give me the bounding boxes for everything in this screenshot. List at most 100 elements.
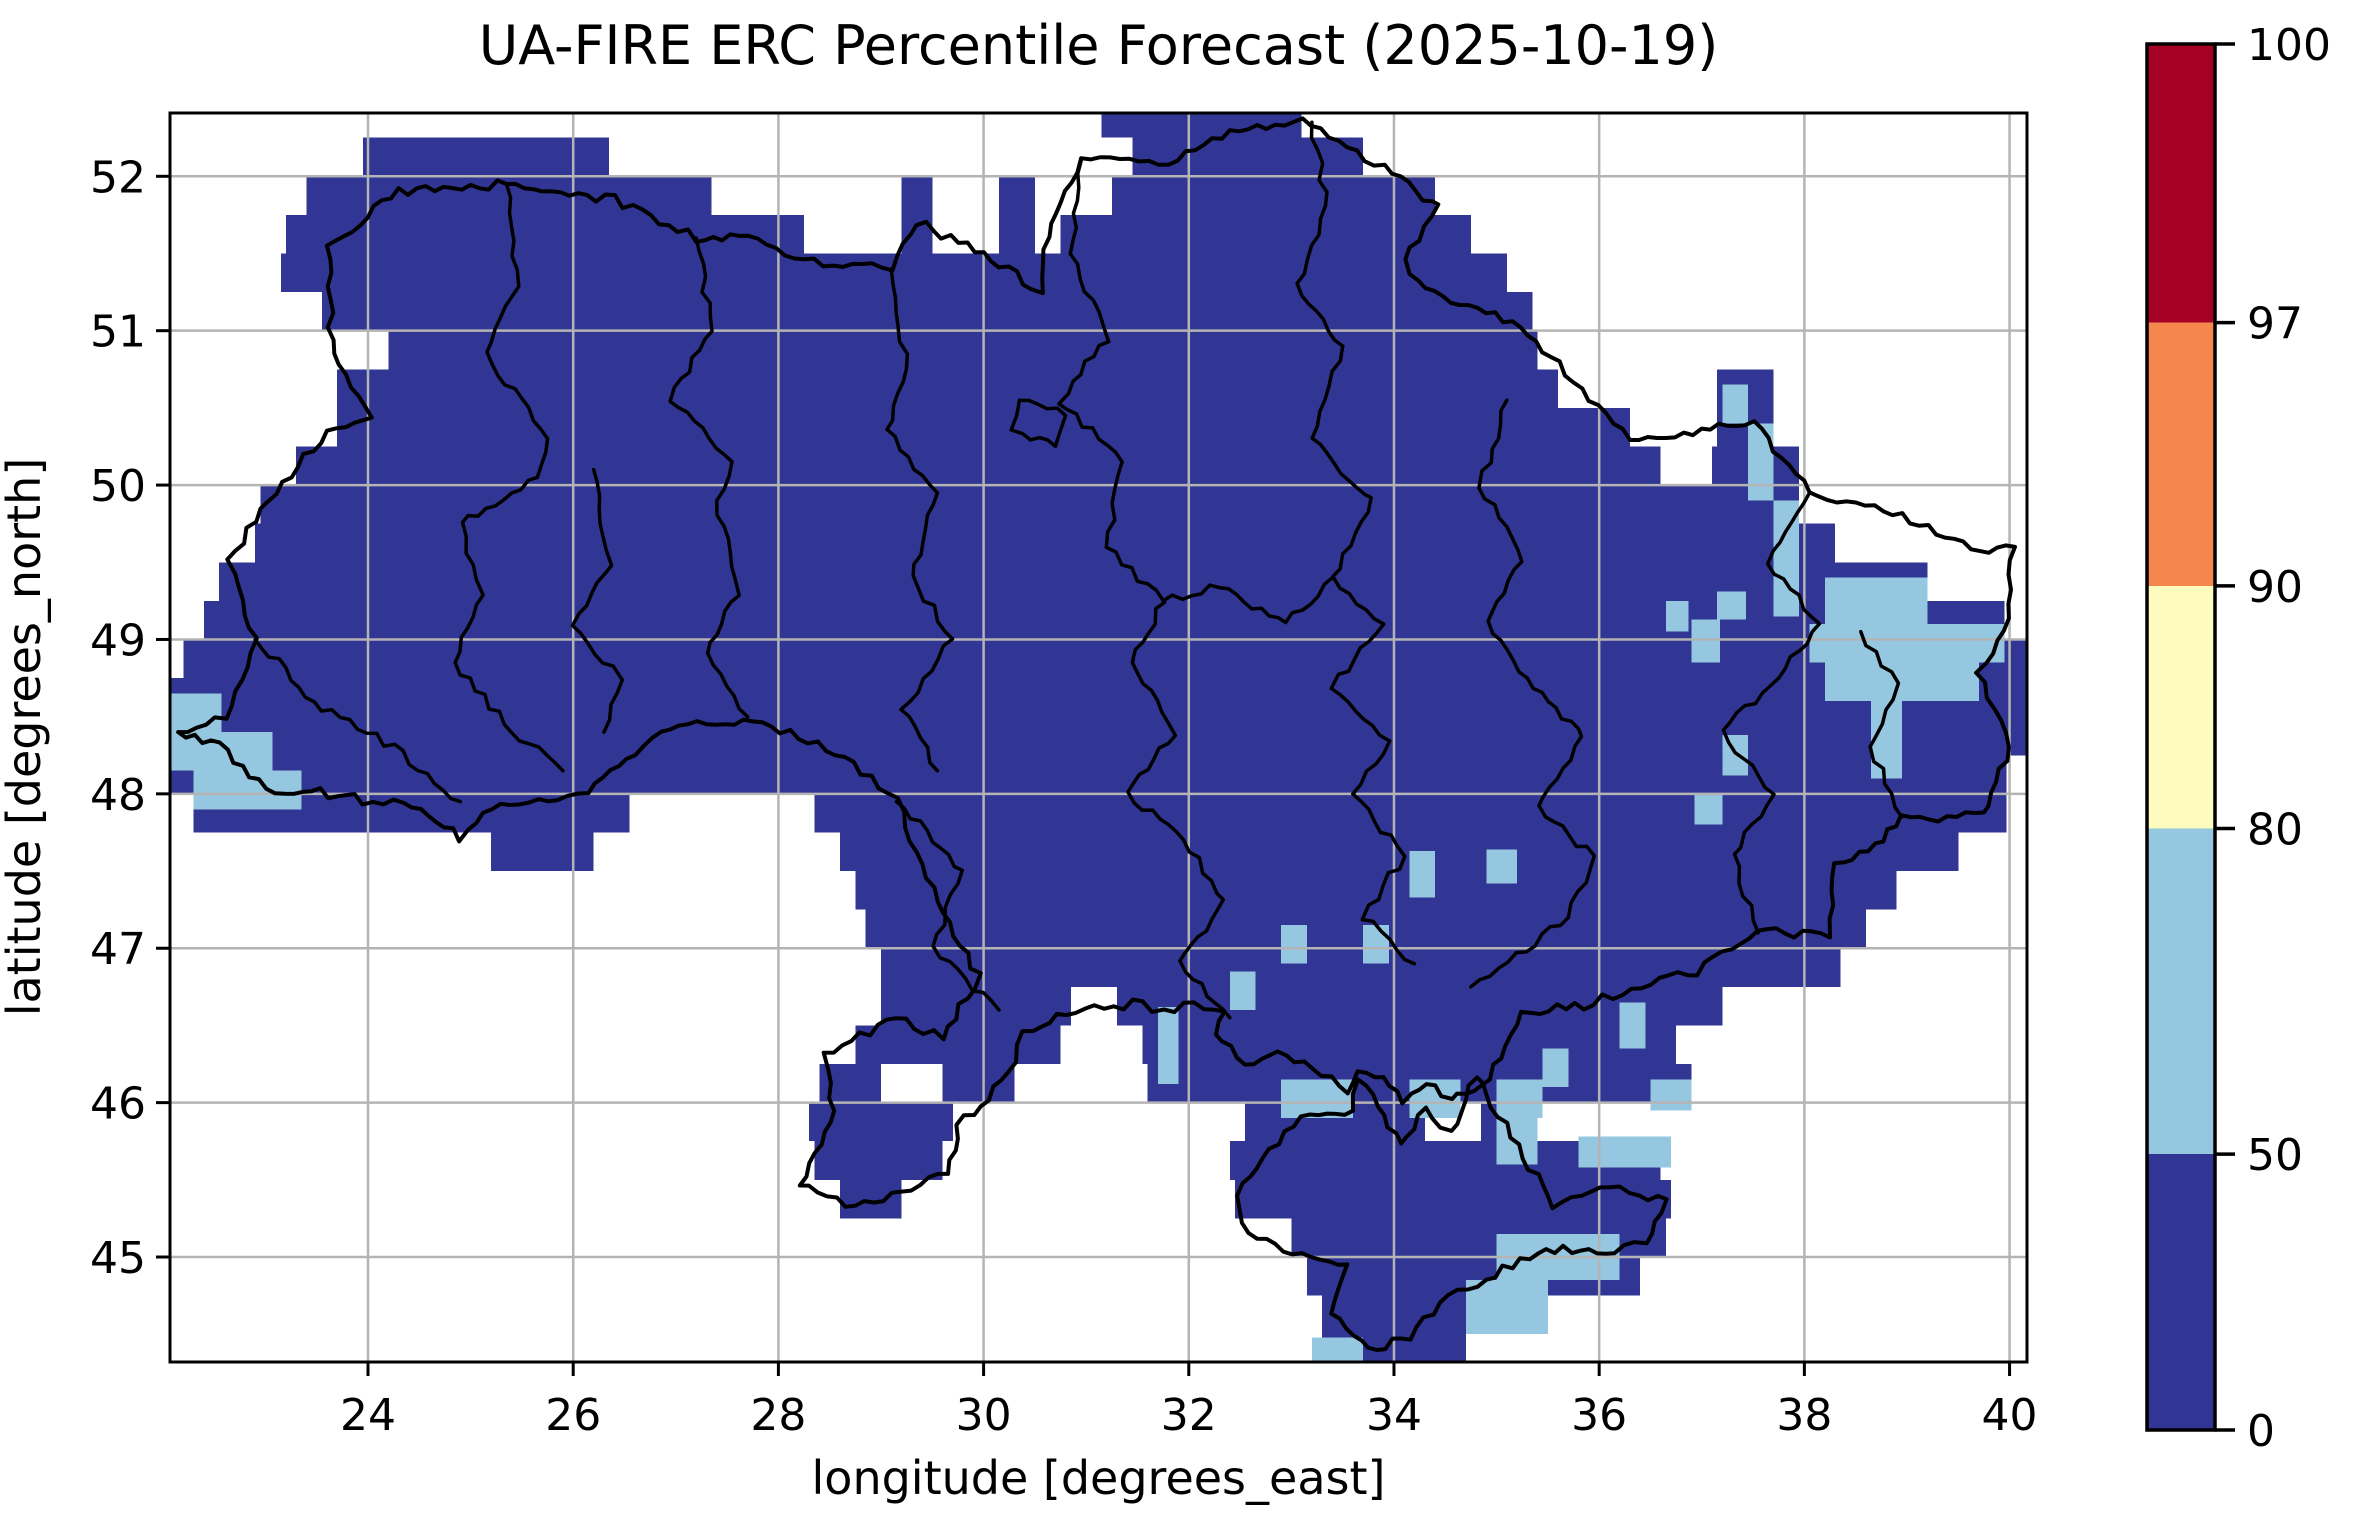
grid-cell-band-0-50 xyxy=(839,832,1959,872)
x-tick-label: 24 xyxy=(340,1390,396,1441)
grid-cell-band-50-80 xyxy=(1542,1048,1569,1088)
grid-cell-band-50-80 xyxy=(1409,850,1436,898)
x-tick-label: 36 xyxy=(1571,1390,1627,1441)
grid-cell-band-0-50 xyxy=(814,793,2007,833)
grid-cell-band-50-80 xyxy=(1465,1280,1548,1335)
grid-cell-band-50-80 xyxy=(1311,1337,1364,1362)
y-axis-label: latitude [degrees_north] xyxy=(0,458,51,1017)
oblast-border-path xyxy=(1525,676,1597,920)
y-tick-label: 52 xyxy=(90,152,146,203)
grid-cell-band-50-80 xyxy=(1722,735,1748,776)
x-axis: 24 26 28 30 32 34 36 38 40 xyxy=(340,1362,2038,1441)
grid-cell-band-50-80 xyxy=(1747,423,1774,501)
grid-cell-band-0-50 xyxy=(880,986,1071,1026)
grid-cell-band-0-50 xyxy=(839,1179,902,1219)
country-border-path xyxy=(1235,1075,1669,1352)
grid-cell-band-0-50 xyxy=(388,330,1538,370)
colorbar-segment xyxy=(2147,828,2215,1155)
grid-cell-band-50-80 xyxy=(1809,624,2005,663)
grid-cell-band-50-80 xyxy=(1694,793,1723,825)
grid-cell-band-0-50 xyxy=(880,948,1841,987)
oblast-border-path xyxy=(1295,120,1345,348)
colorbar-tick-label: 97 xyxy=(2247,299,2303,350)
grid-cell-band-0-50 xyxy=(255,523,1836,563)
grid-cell-band-0-50 xyxy=(855,871,1897,910)
y-axis: 45 46 47 48 49 50 51 52 xyxy=(90,152,170,1284)
grid-cell-band-0-50 xyxy=(491,832,594,872)
oblast-border-path xyxy=(253,637,463,804)
oblast-border-path xyxy=(1057,159,1124,464)
grid-cell-band-50-80 xyxy=(1722,384,1748,424)
oblast-border-path xyxy=(1329,622,1392,796)
oblast-border-path xyxy=(1161,575,1335,625)
grid-cell-band-0-50 xyxy=(170,716,2027,756)
grid-cell-band-50-80 xyxy=(1717,591,1746,620)
grid-cell-band-0-50 xyxy=(219,562,1928,601)
oblast-border-path xyxy=(453,660,565,773)
oblast-border-path xyxy=(885,267,940,495)
grid-cell-band-0-50 xyxy=(1142,1025,1677,1065)
grid-cell-band-50-80 xyxy=(1824,657,1979,702)
colorbar-segment xyxy=(2147,585,2215,829)
grid-cell-band-50-80 xyxy=(1158,1006,1179,1085)
grid-cell-band-0-50 xyxy=(1060,214,1471,254)
y-tick-label: 48 xyxy=(90,770,146,821)
grid-cell-band-0-50 xyxy=(942,1064,1015,1103)
grid-cell-band-0-50 xyxy=(1132,137,1364,177)
grid-cell-band-50-80 xyxy=(1650,1079,1692,1111)
grid-cell-band-50-80 xyxy=(1665,600,1689,632)
oblast-border-path xyxy=(1477,398,1530,680)
oblast-border-path xyxy=(1126,660,1186,842)
grid-cell-band-0-50 xyxy=(814,1141,943,1180)
grid-cell-band-0-50 xyxy=(362,137,610,177)
grid-cell-band-0-50 xyxy=(998,176,1035,215)
oblast-border-path xyxy=(1178,838,1232,1020)
chart-title: UA-FIRE ERC Percentile Forecast (2025-10… xyxy=(479,14,1719,77)
colorbar: 0 50 80 90 97 100 xyxy=(2145,20,2331,1457)
colorbar-tick-label: 0 xyxy=(2247,1406,2275,1457)
map-plot-area xyxy=(170,113,2027,1362)
colorbar-tick-label: 80 xyxy=(2247,804,2303,855)
y-tick-label: 50 xyxy=(90,461,146,512)
grid-cell-band-50-80 xyxy=(1578,1136,1671,1168)
x-tick-label: 28 xyxy=(750,1390,806,1441)
oblast-border-path xyxy=(485,182,550,480)
oblast-border-path xyxy=(894,799,1001,1012)
x-tick-label: 40 xyxy=(1982,1390,2038,1441)
oblast-border-path xyxy=(705,498,750,719)
oblast-border-path xyxy=(668,236,734,503)
y-tick-label: 45 xyxy=(90,1233,146,1284)
colorbar-tick-label: 50 xyxy=(2247,1130,2303,1181)
grid-cell-band-0-50 xyxy=(1101,113,1302,138)
grid-cell-band-50-80 xyxy=(1229,971,1256,1010)
grid-cell-band-0-50 xyxy=(285,214,805,254)
grid-cell-band-0-50 xyxy=(296,446,1661,486)
grid-cell-band-50-80 xyxy=(1363,925,1389,964)
colorbar-outline xyxy=(2145,42,2217,1432)
grid-cell-band-0-50 xyxy=(1111,176,1436,215)
grid-cell-band-0-50 xyxy=(321,292,1533,331)
colorbar-tick-label: 100 xyxy=(2247,20,2331,71)
grid-cell-band-50-80 xyxy=(1619,1002,1646,1049)
oblast-border-path xyxy=(1310,344,1386,626)
oblast-border-path xyxy=(1765,491,1822,680)
oblast-border-path xyxy=(899,491,955,773)
grid-cell-band-50-80 xyxy=(1486,849,1518,884)
x-tick-label: 34 xyxy=(1366,1390,1422,1441)
x-tick-label: 38 xyxy=(1776,1390,1832,1441)
oblast-border-path xyxy=(570,467,625,734)
grid-cell-band-50-80 xyxy=(1281,925,1307,964)
grid-cell-band-0-50 xyxy=(337,369,1559,408)
oblast-border-path xyxy=(1859,629,1904,819)
oblast-border-path xyxy=(453,475,540,665)
country-border-path xyxy=(176,116,2017,1209)
oblast-border-path xyxy=(1469,915,1571,989)
grid-cell-band-50-80 xyxy=(1281,1079,1353,1119)
colorbar-tick-label: 90 xyxy=(2247,562,2303,613)
y-tick-label: 51 xyxy=(90,307,146,358)
grid-cell-band-0-50 xyxy=(998,214,1035,254)
x-tick-label: 26 xyxy=(545,1390,601,1441)
axes-spines xyxy=(168,111,2029,1364)
